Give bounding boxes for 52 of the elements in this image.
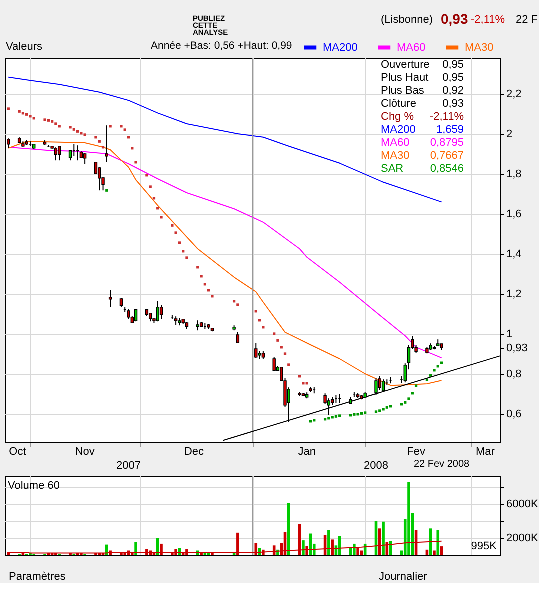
y-tick-label: 2000K <box>506 532 539 545</box>
legend-label: MA60 <box>397 42 426 54</box>
annotation: 0,95 <box>442 59 464 71</box>
y-tick-label: 1 <box>506 328 513 340</box>
text: 2008 <box>364 460 388 472</box>
annotation: Chg % <box>381 111 414 123</box>
text: Année +Bas: 0,56 +Haut: 0,99 <box>151 40 292 52</box>
y-tick-label: 2 <box>506 128 513 140</box>
x-tick-label: Dec <box>184 446 205 458</box>
y-tick-label: 0,93 <box>506 342 528 354</box>
annotation: 1,659 <box>436 124 464 136</box>
x-tick-label: Mar <box>476 446 496 458</box>
annotation: MA30 <box>381 150 410 162</box>
x-tick-label: Fev <box>407 446 426 458</box>
annotation: SAR <box>381 163 404 175</box>
annotation: Plus Haut <box>381 72 429 84</box>
y-tick-label: 2,2 <box>506 88 522 100</box>
annotation: 0,93 <box>442 98 464 110</box>
y-tick-label: 1,2 <box>506 288 522 300</box>
annotation: 995K <box>471 540 498 553</box>
text: Paramètres <box>9 571 66 583</box>
annotation: MA60 <box>381 137 410 149</box>
annotation: 0,92 <box>442 85 464 97</box>
legend-title: Valeurs <box>6 41 43 53</box>
y-tick-label: 0,8 <box>506 368 522 380</box>
y-tick-label: 6000K <box>506 498 539 511</box>
annotation: 0,7667 <box>430 150 464 162</box>
x-tick-label: Nov <box>75 446 96 458</box>
y-tick-label: 1,8 <box>506 168 522 180</box>
y-tick-label: 0,6 <box>506 408 522 420</box>
x-tick-label: Jan <box>298 446 316 458</box>
annotation: -2,11% <box>430 111 464 123</box>
text: -2,11% <box>471 14 506 26</box>
text: 22 Fev 2008 <box>414 459 470 470</box>
chart-title: Volume 60 <box>8 480 60 492</box>
text: 2007 <box>116 460 141 472</box>
annotation: MA200 <box>381 124 416 136</box>
text: 22 F <box>516 14 538 26</box>
legend-label: MA200 <box>323 42 358 54</box>
y-tick-label: 1,6 <box>506 208 522 220</box>
y-tick-label: 1,4 <box>506 248 522 260</box>
annotation: 0,8795 <box>430 137 464 149</box>
annotation: Clôture <box>381 98 416 110</box>
text: (Lisbonne) <box>381 14 433 26</box>
text: 0,93 <box>441 11 468 27</box>
annotation: 0,8546 <box>430 163 464 175</box>
annotation: Plus Bas <box>381 85 425 97</box>
legend-label: MA30 <box>465 42 494 54</box>
x-tick-label: Oct <box>9 446 26 458</box>
annotation: 0,95 <box>442 72 464 84</box>
text: Journalier <box>379 571 428 583</box>
annotation: Ouverture <box>381 59 430 71</box>
